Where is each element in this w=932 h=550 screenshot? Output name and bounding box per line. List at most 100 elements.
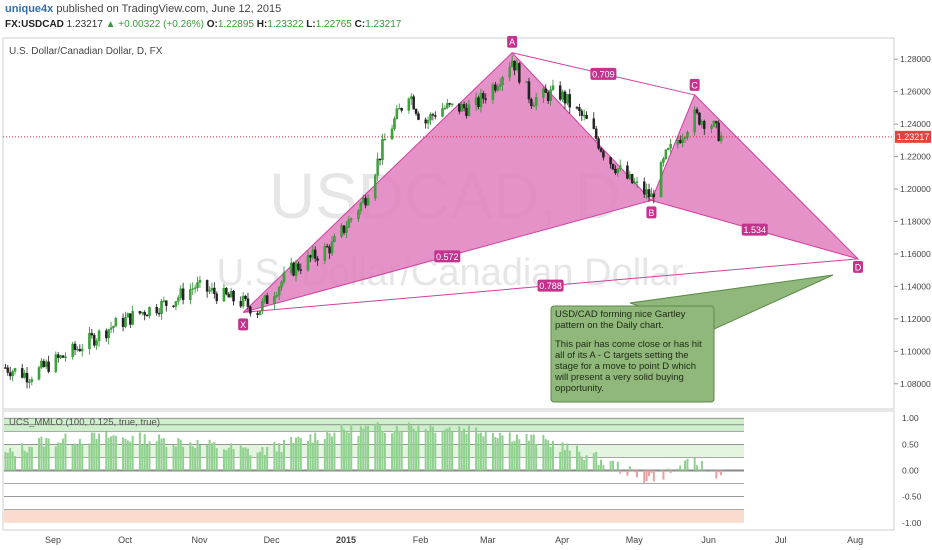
- indicator-bar: [626, 470, 629, 476]
- price-tick-label: 1.26000: [900, 87, 931, 97]
- indicator-bar: [515, 434, 518, 471]
- indicator-bar: [518, 439, 521, 471]
- indicator-bar: [71, 444, 74, 471]
- price-change: ▲ +0.00322 (+0.26%): [105, 19, 204, 30]
- indicator-bar: [535, 443, 538, 471]
- candle-body: [715, 121, 718, 124]
- price-tick-label: 1.16000: [900, 249, 931, 259]
- indicator-bar: [114, 435, 117, 471]
- indicator-bar: [496, 438, 499, 471]
- candle-body: [8, 372, 12, 377]
- indicator-bar: [343, 429, 346, 471]
- symbol-label[interactable]: FX:USDCAD: [5, 19, 64, 30]
- candle-body: [141, 311, 144, 314]
- indicator-bar: [126, 440, 129, 471]
- indicator-bar: [215, 448, 218, 471]
- indicator-bar: [609, 461, 612, 471]
- indicator-bar: [88, 443, 91, 471]
- candle-body: [246, 298, 250, 307]
- candle-body: [162, 300, 166, 302]
- ratio-label-bd[interactable]: 1.534: [741, 223, 768, 236]
- indicator-bar: [122, 437, 125, 471]
- indicator-bar: [350, 424, 353, 471]
- candle-body: [398, 108, 401, 110]
- indicator-bar: [143, 434, 146, 471]
- chart-title: U.S. Dollar/Canadian Dollar, D, FX: [9, 46, 163, 57]
- candle-body: [109, 327, 113, 330]
- pattern-point-x[interactable]: X: [238, 318, 249, 331]
- indicator-bar: [467, 425, 470, 471]
- candle-body: [542, 88, 545, 98]
- indicator-bar: [28, 446, 31, 471]
- candle-body: [4, 367, 7, 369]
- author-link[interactable]: unique4x: [5, 3, 54, 15]
- indicator-bar: [544, 439, 547, 471]
- candle-body: [239, 301, 243, 307]
- indicator-bar: [628, 466, 631, 471]
- indicator-bar: [381, 431, 384, 471]
- price-tick-label: 1.22000: [900, 152, 931, 162]
- indicator-bar: [146, 445, 149, 471]
- indicator-bar: [561, 442, 564, 471]
- callout-body: This pair has come close or has hit all …: [555, 339, 702, 394]
- candle-body: [297, 263, 300, 270]
- candlesticks: [4, 55, 723, 389]
- indicator-bar: [431, 426, 434, 471]
- indicator-bar: [64, 433, 67, 471]
- price-chart[interactable]: USDCAD, D U.S. Dollar/Canadian Dollar U.…: [0, 36, 932, 550]
- indicator-bar: [191, 446, 194, 471]
- indicator-bar: [222, 449, 225, 471]
- candle-body: [501, 77, 504, 85]
- time-tick-label: Aug: [847, 535, 863, 545]
- indicator-bar: [508, 432, 511, 471]
- pattern-point-b[interactable]: B: [646, 206, 657, 219]
- indicator-bar: [499, 432, 502, 471]
- indicator-bar: [597, 464, 600, 471]
- indicator-bar: [225, 450, 228, 471]
- candle-body: [196, 282, 199, 288]
- candle-body: [205, 279, 209, 292]
- candle-body: [429, 114, 432, 121]
- candle-body: [626, 165, 629, 179]
- candle-body: [424, 119, 427, 124]
- ratio-label-ac[interactable]: 0.709: [590, 67, 617, 80]
- ratio-label-xd[interactable]: 0.788: [537, 279, 564, 292]
- indicator-bar: [660, 469, 663, 471]
- indicator-bar: [110, 436, 113, 471]
- indicator-bar: [208, 439, 211, 471]
- candle-body: [491, 84, 495, 100]
- candle-body: [652, 193, 656, 198]
- candle-body: [172, 305, 175, 307]
- time-tick-label: Jul: [775, 535, 787, 545]
- candle-body: [407, 98, 411, 111]
- candle-body: [597, 138, 600, 149]
- candle-body: [232, 290, 235, 302]
- indicator-bar: [74, 443, 77, 471]
- indicator-bar: [249, 455, 252, 471]
- candle-body: [513, 60, 516, 71]
- indicator-bar: [559, 451, 562, 471]
- candle-body: [558, 85, 562, 100]
- candle-body: [484, 98, 487, 100]
- candle-body: [54, 354, 58, 372]
- pattern-point-a[interactable]: A: [507, 36, 518, 48]
- candle-body: [330, 241, 334, 254]
- candle-body: [458, 103, 461, 112]
- indicator-bar: [4, 451, 7, 471]
- indicator-bar: [105, 431, 108, 471]
- candle-body: [277, 287, 281, 296]
- ratio-label-xb[interactable]: 0.572: [434, 250, 461, 263]
- candle-body: [462, 104, 466, 109]
- indicator-bar: [141, 445, 144, 471]
- candle-body: [210, 287, 214, 291]
- candle-body: [616, 168, 620, 174]
- indicator-bar: [696, 465, 699, 471]
- candle-body: [249, 306, 252, 314]
- candle-body: [381, 139, 384, 161]
- pattern-point-d[interactable]: D: [852, 260, 863, 273]
- candle-body: [261, 300, 264, 311]
- publish-line: unique4x published on TradingView.com, J…: [5, 3, 281, 15]
- annotation-callout[interactable]: USD/CAD forming nice Gartley pattern on …: [550, 274, 834, 403]
- indicator-bar: [367, 425, 370, 471]
- pattern-point-c[interactable]: C: [689, 78, 700, 91]
